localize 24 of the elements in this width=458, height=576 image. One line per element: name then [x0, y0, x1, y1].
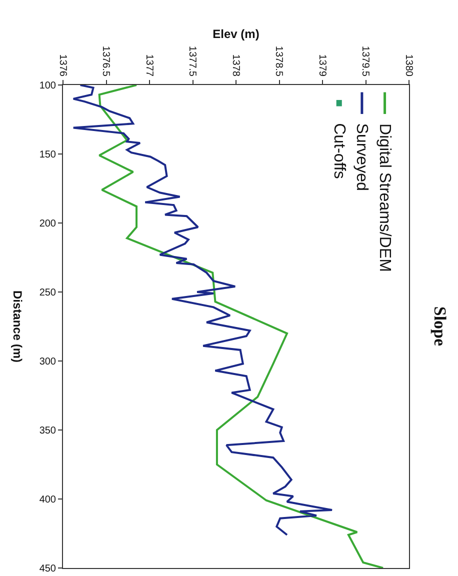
y-tick-label: 100	[39, 80, 56, 92]
y-tick-label: 450	[39, 564, 56, 574]
y-tick-label: 400	[39, 494, 56, 506]
x-tick-label: 1379.5	[360, 46, 370, 77]
y-tick-label: 200	[39, 218, 56, 230]
x-axis-title: Elev (m)	[212, 27, 260, 42]
y-tick-label: 150	[39, 150, 56, 160]
x-tick-label: 1378	[230, 54, 241, 77]
legend-label: Cut-offs	[330, 123, 348, 179]
x-tick-label: 1380	[402, 54, 414, 77]
y-axis-title: Distance (m)	[10, 290, 25, 363]
x-tick-label: 1379	[316, 54, 328, 77]
legend-label: Digital Streams/DEM	[376, 123, 394, 272]
y-tick-label: 300	[39, 356, 56, 368]
legend-label: Surveyed	[353, 123, 370, 191]
x-tick-label: 1376.5	[100, 46, 111, 77]
line-series	[72, 85, 334, 536]
x-tick-label: 1377	[143, 54, 154, 77]
y-tick-label: 250	[39, 288, 56, 298]
y-tick-label: 350	[39, 426, 56, 436]
x-tick-label: 1377.5	[186, 46, 198, 77]
text: Slope	[430, 306, 450, 346]
x-tick-label: 1378.5	[273, 46, 284, 77]
x-tick-label: 1376	[56, 54, 68, 77]
